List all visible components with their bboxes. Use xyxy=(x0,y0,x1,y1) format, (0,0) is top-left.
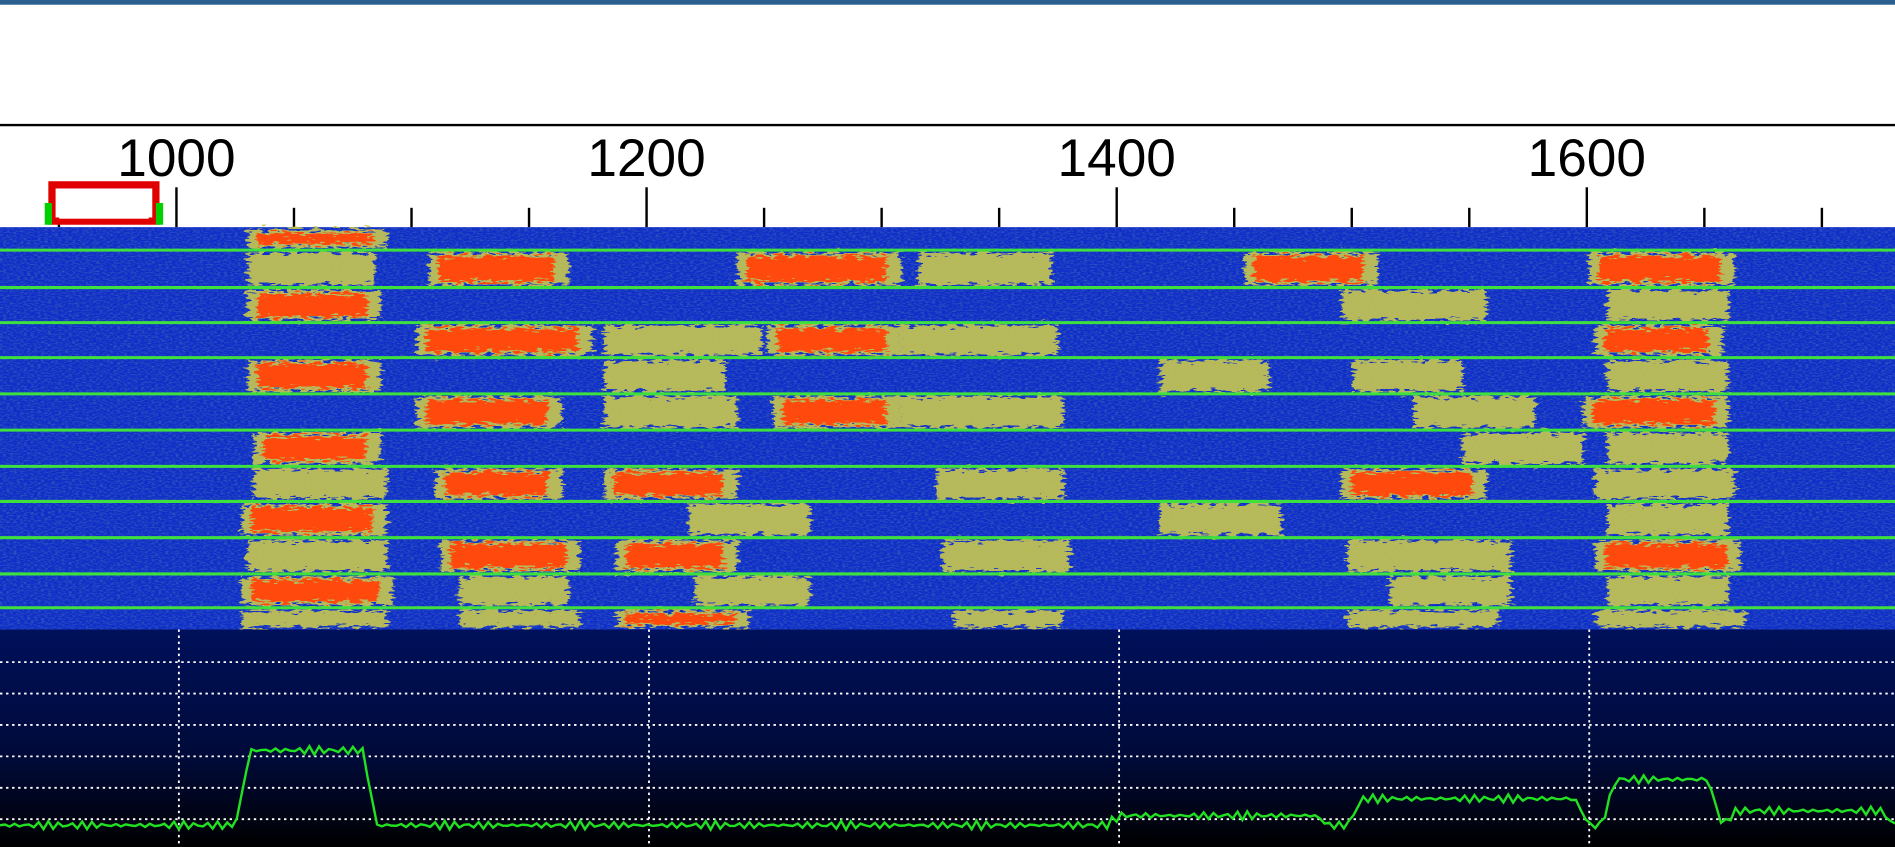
signal xyxy=(247,540,387,572)
spectrum-line xyxy=(0,743,1895,833)
signal xyxy=(688,503,810,536)
signal xyxy=(459,576,569,606)
signal xyxy=(1389,576,1511,606)
signal-core xyxy=(257,363,367,388)
frequency-label: 1200 xyxy=(587,129,705,188)
signal-core xyxy=(626,613,735,624)
marker-fill xyxy=(59,188,149,219)
signal-core xyxy=(626,543,723,568)
signal-core xyxy=(450,543,566,568)
top-area xyxy=(0,4,1895,125)
signal xyxy=(459,610,581,628)
signal xyxy=(1160,503,1282,536)
signal xyxy=(1607,289,1729,321)
signal-core xyxy=(746,256,886,282)
signal xyxy=(247,252,375,286)
signal-core xyxy=(251,507,373,532)
signal xyxy=(900,396,1064,428)
signal-core xyxy=(263,436,367,461)
signal xyxy=(936,468,1064,500)
signal-core xyxy=(777,328,886,352)
signals xyxy=(241,229,1747,628)
signal xyxy=(900,325,1058,356)
signal-core xyxy=(251,579,379,602)
signal-core xyxy=(257,233,373,245)
spectrum-grid xyxy=(0,629,1895,847)
signal xyxy=(604,325,762,356)
signal xyxy=(694,576,810,606)
signal-core xyxy=(1351,472,1473,496)
frequency-label: 1600 xyxy=(1528,129,1646,188)
signal xyxy=(241,610,387,628)
signal-core xyxy=(426,399,548,425)
signal xyxy=(253,468,387,500)
signal-core xyxy=(783,399,886,425)
signal xyxy=(1462,432,1584,464)
signal xyxy=(1607,503,1729,536)
signal xyxy=(1595,468,1735,500)
signal xyxy=(1347,610,1499,628)
signal xyxy=(1353,360,1463,392)
signal xyxy=(1341,289,1487,321)
signal xyxy=(1413,396,1535,428)
signal-core xyxy=(1592,399,1714,425)
signal xyxy=(1607,360,1729,392)
spectrum-panel xyxy=(0,629,1895,847)
rx-marker xyxy=(44,199,164,229)
title-border xyxy=(0,0,1895,5)
signal-core xyxy=(1254,256,1364,282)
signal xyxy=(1607,432,1729,464)
signal xyxy=(604,396,738,428)
signal-core xyxy=(438,256,554,282)
signal xyxy=(942,540,1070,572)
signal xyxy=(1160,360,1269,392)
signal xyxy=(1607,576,1729,606)
signal-core xyxy=(1604,543,1726,568)
signal xyxy=(918,252,1052,286)
signal-core xyxy=(426,328,578,352)
signal xyxy=(954,610,1064,628)
signal-core xyxy=(613,472,723,496)
signal-core xyxy=(444,472,548,496)
signal xyxy=(604,360,726,392)
signal xyxy=(1595,610,1747,628)
period-lines xyxy=(0,248,1895,610)
frequency-label: 1000 xyxy=(117,129,235,188)
frequency-label: 1400 xyxy=(1058,129,1176,188)
signal-core xyxy=(1598,256,1720,282)
frequency-scale: 1000 1200 1400 1600 xyxy=(57,129,1824,228)
signal-core xyxy=(257,293,367,317)
signal-core xyxy=(1604,328,1708,352)
signal xyxy=(1347,540,1511,572)
